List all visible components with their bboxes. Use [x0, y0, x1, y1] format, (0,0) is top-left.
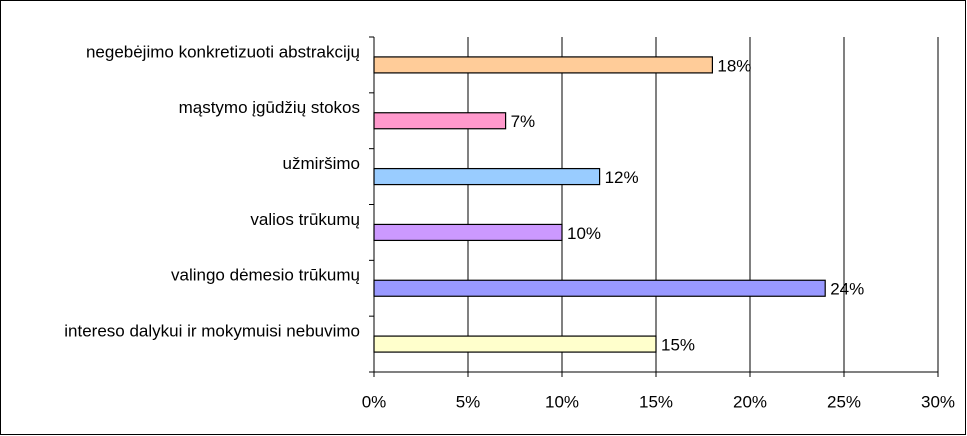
x-tick-label: 15% — [639, 392, 673, 411]
y-tick-label: mąstymo įgūdžių stokos — [179, 98, 360, 117]
x-tick-label: 0% — [362, 392, 387, 411]
bar — [373, 335, 657, 353]
bar — [373, 279, 826, 297]
y-tick-label: valingo dėmesio trūkumų — [171, 266, 360, 285]
value-label: 24% — [830, 280, 864, 299]
x-tick-label: 10% — [545, 392, 579, 411]
y-tick-label: negebėjimo konkretizuoti abstrakcijų — [86, 42, 360, 61]
bar — [373, 112, 507, 130]
bar — [373, 167, 601, 186]
value-label: 15% — [661, 336, 695, 355]
bar — [373, 56, 713, 74]
x-tick-label: 25% — [827, 392, 861, 411]
value-label: 12% — [605, 168, 639, 187]
x-tick-label: 5% — [456, 392, 481, 411]
y-tick-label: intereso dalykui ir mokymuisi nebuvimo — [64, 322, 360, 341]
y-tick-label: užmiršimo — [283, 154, 360, 173]
y-tick-label: valios trūkumų — [250, 210, 360, 229]
x-tick-label: 20% — [733, 392, 767, 411]
x-tick-label: 30% — [921, 392, 955, 411]
value-label: 7% — [511, 112, 536, 131]
bar — [373, 223, 563, 242]
value-label: 18% — [717, 56, 751, 75]
value-label: 10% — [567, 224, 601, 243]
